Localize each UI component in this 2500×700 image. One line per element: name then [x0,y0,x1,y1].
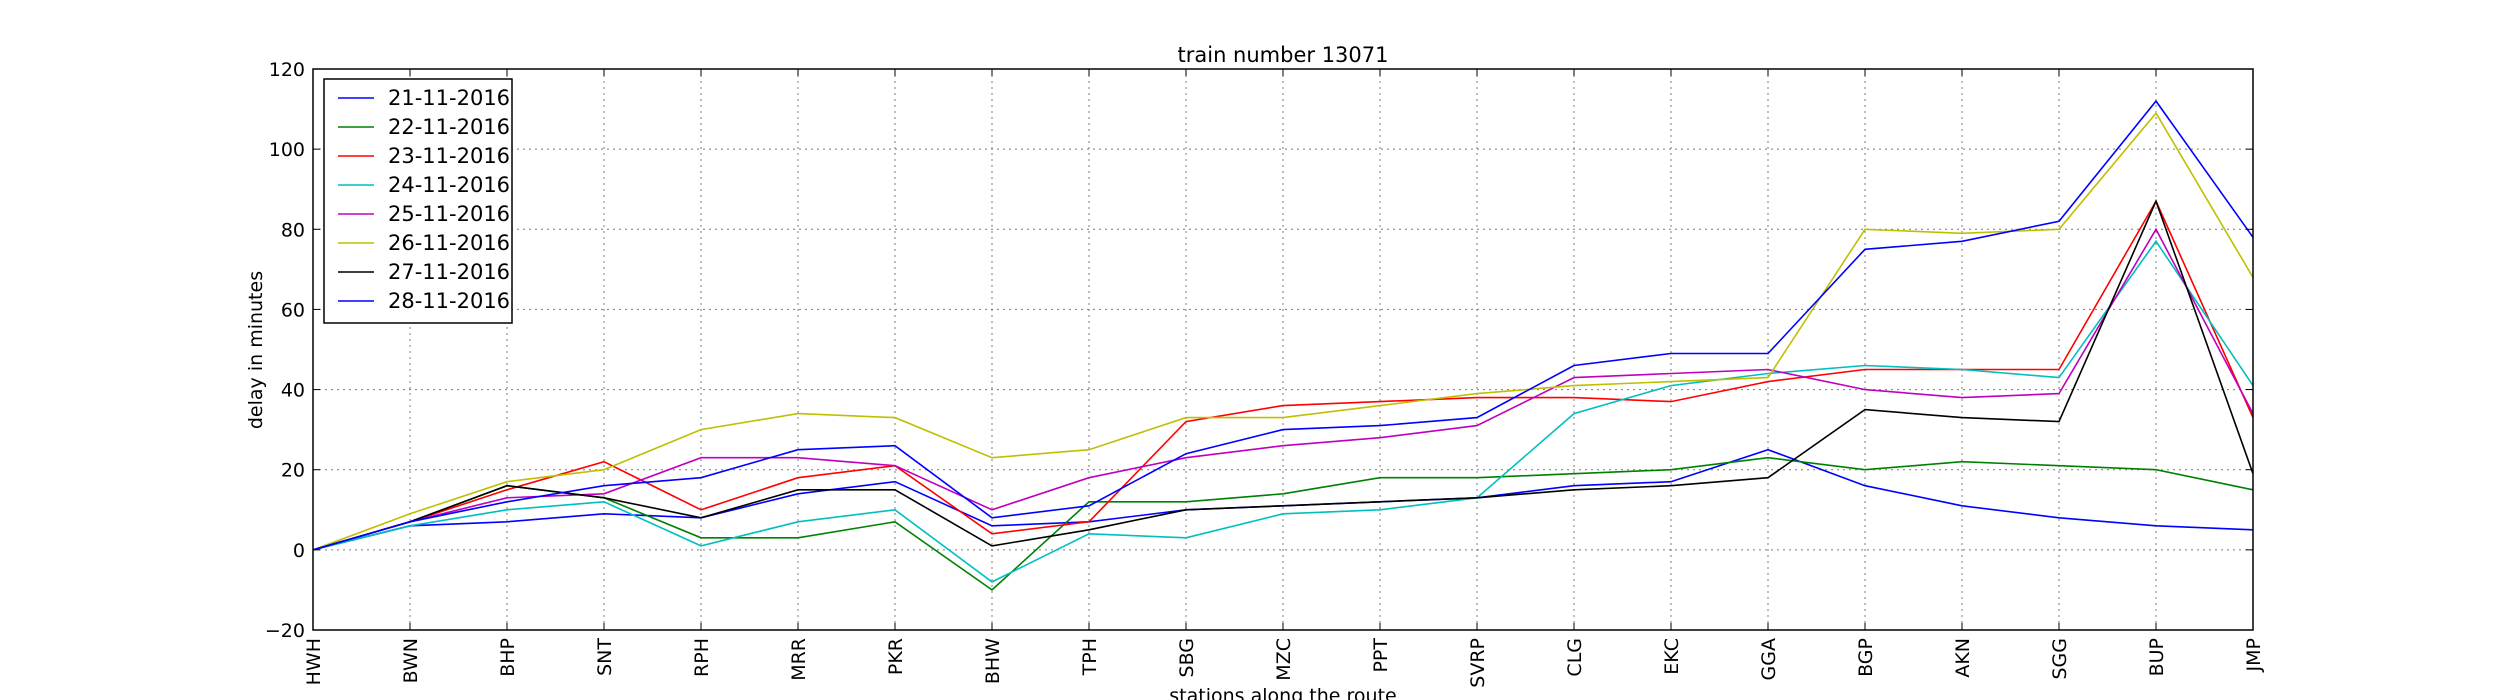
series-line-24-11-2016 [312,239,2254,583]
y-tick-label: 100 [269,139,305,161]
y-tick-label: 60 [281,299,305,321]
legend-box [323,78,513,324]
x-tick-label: RPH [691,638,713,677]
series-line-22-11-2016 [312,456,2254,591]
x-tick-label: EKC [1661,638,1683,675]
x-tick-label: JMP [2243,638,2265,672]
legend-label: 23-11-2016 [388,144,510,168]
y-tick-label: 40 [281,380,305,402]
legend-label: 24-11-2016 [388,173,510,197]
x-tick-label: PKR [885,638,907,675]
series-lines [312,99,2254,591]
y-tick-label: 20 [281,460,305,482]
legend-label: 28-11-2016 [388,289,510,313]
series-line-26-11-2016 [312,111,2254,551]
x-tick-label: SGG [2049,638,2071,680]
x-tick-label: BGP [1855,638,1877,677]
legend-label: 21-11-2016 [388,86,510,110]
x-tick-label: PPT [1370,638,1392,673]
x-tick-label: SNT [594,638,616,676]
series-line-23-11-2016 [312,199,2254,551]
x-tick-label: SBG [1176,638,1198,677]
legend-label: 27-11-2016 [388,260,510,284]
x-tick-label: TPH [1079,638,1101,676]
y-tick-label: 120 [269,59,305,81]
y-tick-label: 80 [281,219,305,241]
x-tick-label: GGA [1758,638,1780,680]
y-tick-label: 0 [293,540,305,562]
x-tick-label: CLG [1564,638,1586,677]
x-tick-label: BHP [497,638,519,677]
x-tick-label: SVRP [1467,638,1489,688]
x-tick-label: BHW [982,638,1004,684]
legend-label: 26-11-2016 [388,231,510,255]
series-line-25-11-2016 [312,227,2254,551]
x-tick-label: MRR [788,638,810,681]
series-line-28-11-2016 [312,99,2254,551]
axis-ticks: −20 0 20 40 60 80 100 120 HWH BWN BHP SNT RPH MRR PKR B… [265,59,2265,688]
x-tick-label: HWH [303,638,325,685]
x-tick-label: BWN [400,638,422,683]
x-tick-label: AKN [1952,638,1974,678]
x-axis-title: stations along the route [1169,685,1396,700]
legend: 21-11-2016 22-11-2016 23-11-2016 24-11-2016… [323,78,513,324]
legend-label: 25-11-2016 [388,202,510,226]
x-tick-label: BUP [2146,638,2168,676]
series-line-27-11-2016 [312,199,2254,551]
y-axis-title: delay in minutes [245,271,267,429]
x-tick-label: MZC [1273,638,1295,681]
legend-label: 22-11-2016 [388,115,510,139]
y-tick-label: −20 [265,620,305,642]
chart-title: train number 13071 [1178,43,1389,67]
